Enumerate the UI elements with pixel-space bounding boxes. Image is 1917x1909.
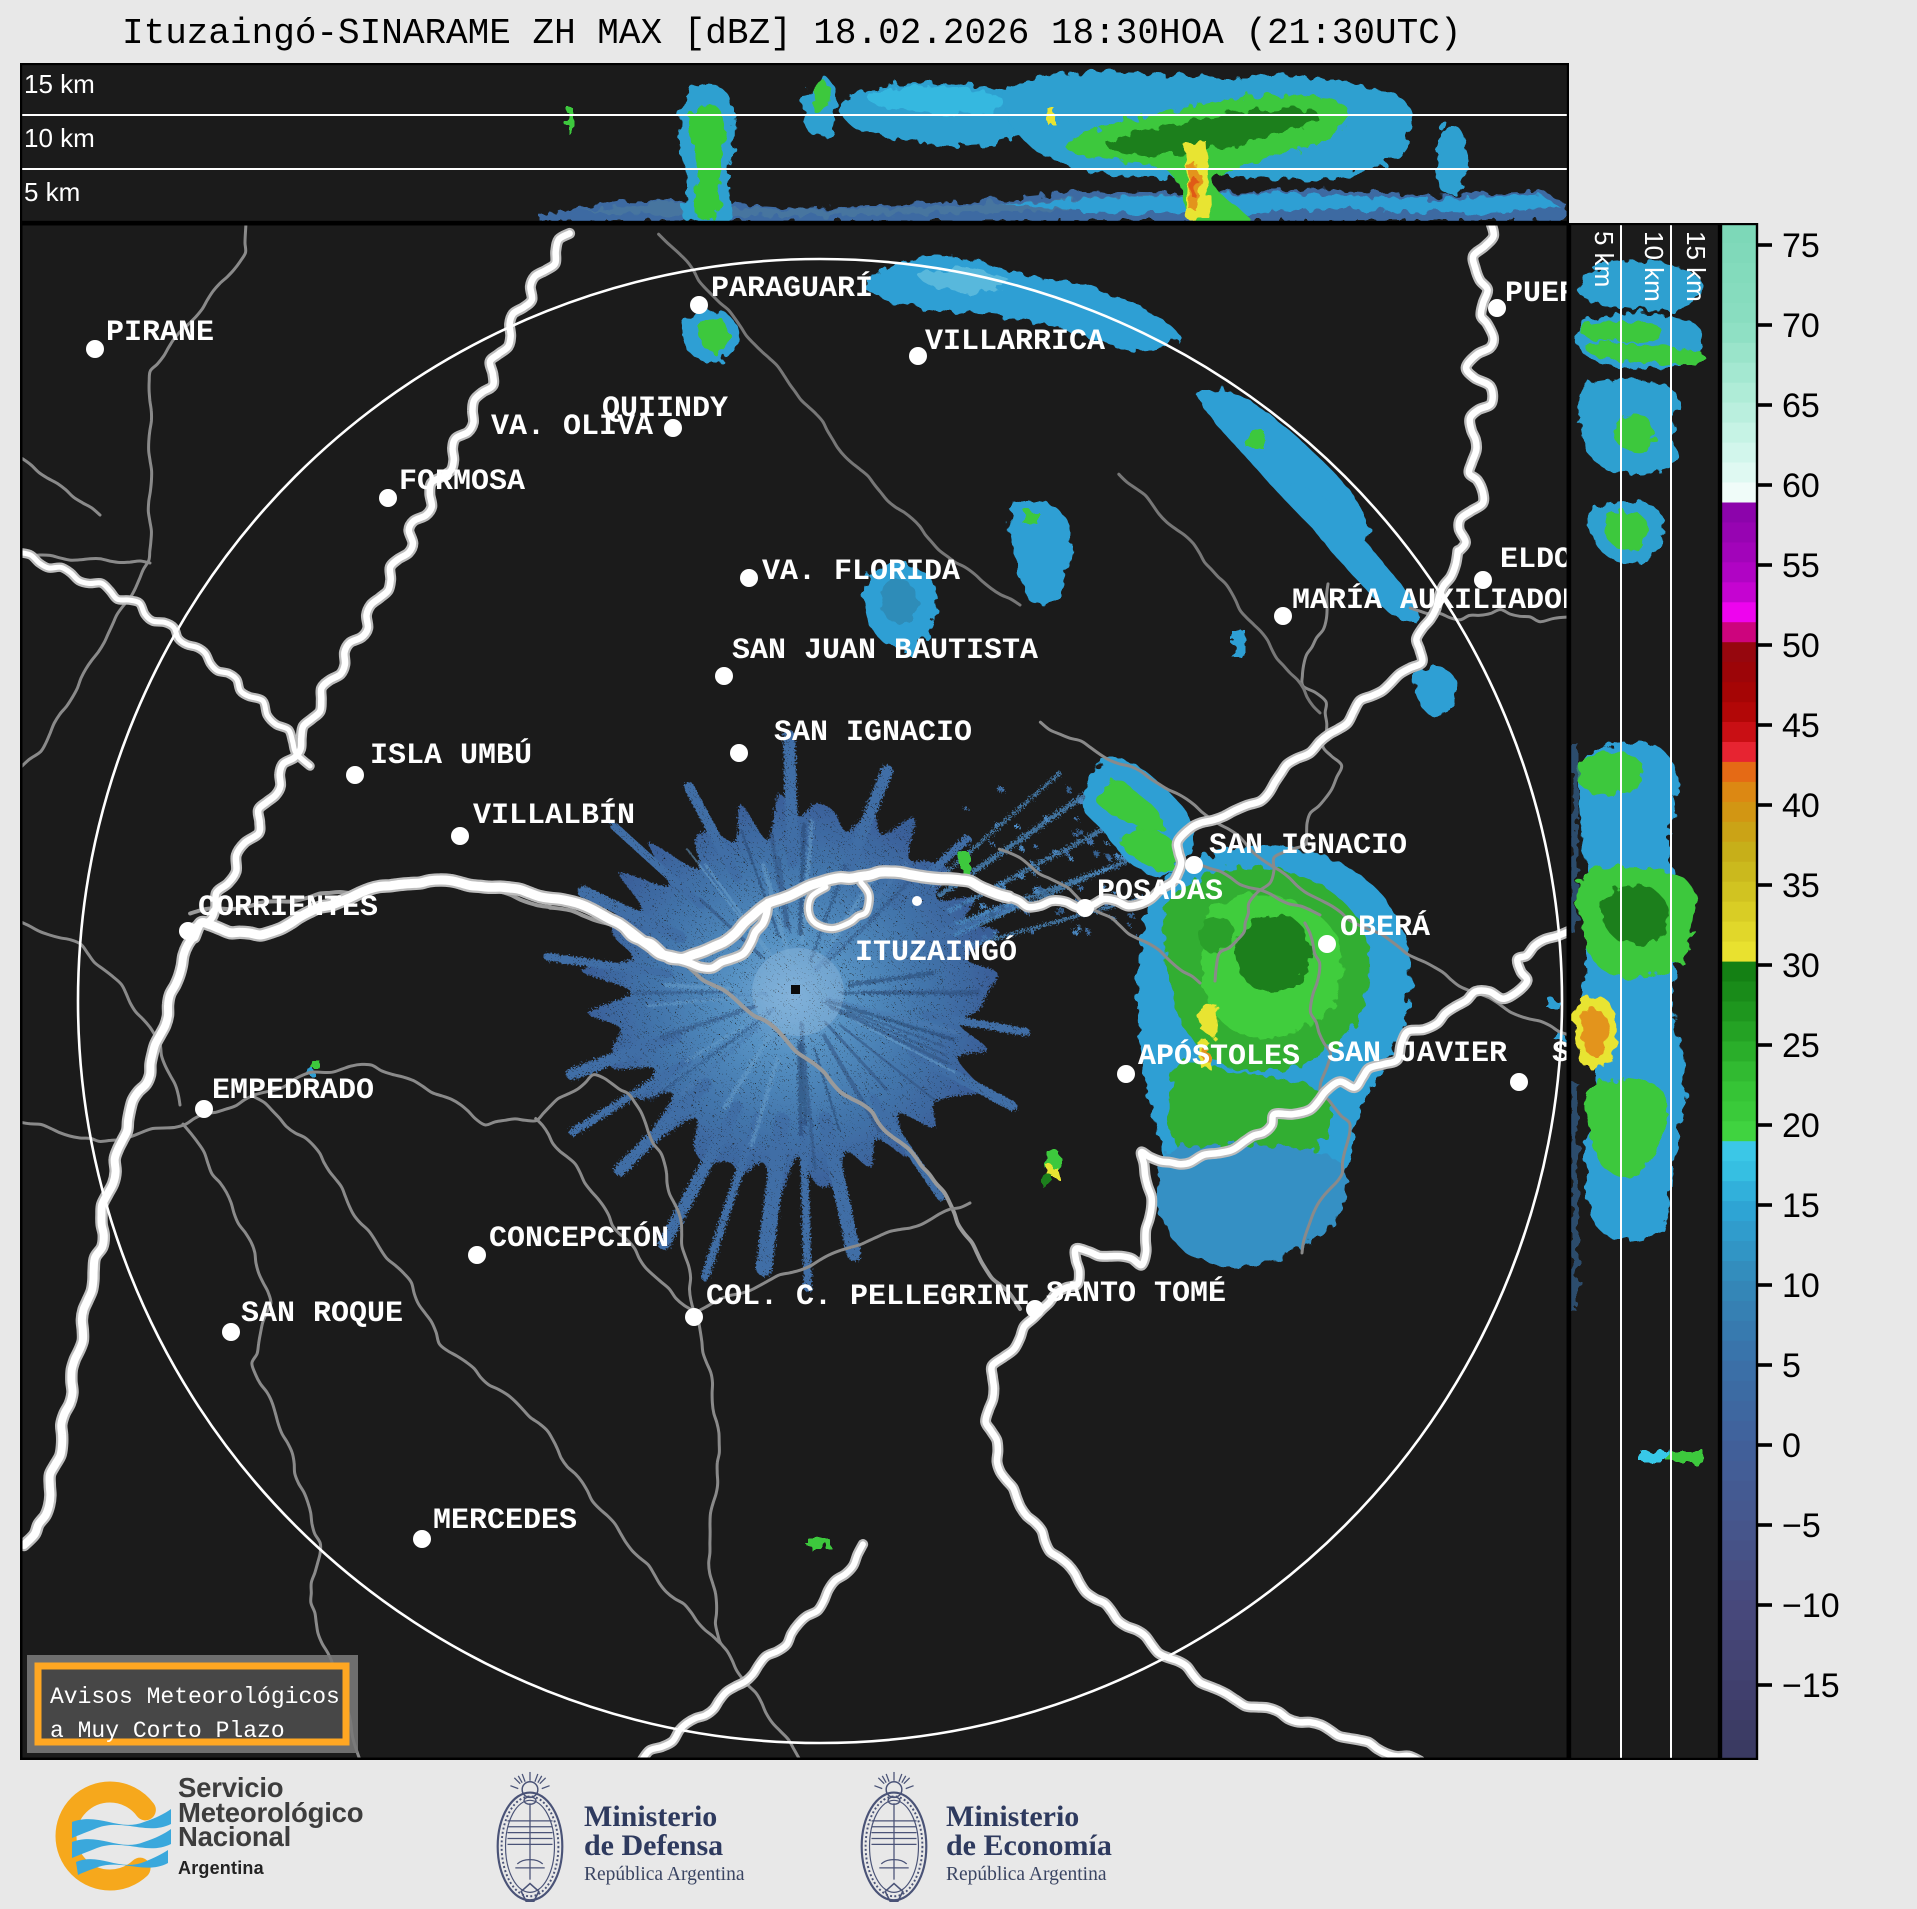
svg-text:−5: −5 bbox=[1782, 1507, 1821, 1545]
svg-text:CONCEPCIÓN: CONCEPCIÓN bbox=[489, 1221, 669, 1256]
svg-text:60: 60 bbox=[1782, 467, 1820, 505]
svg-text:ITUZAINGÓ: ITUZAINGÓ bbox=[855, 935, 1017, 970]
svg-text:VA. FLORIDA: VA. FLORIDA bbox=[762, 555, 960, 589]
svg-text:SAN JAVIER: SAN JAVIER bbox=[1327, 1037, 1507, 1071]
svg-text:OBERÁ: OBERÁ bbox=[1340, 910, 1430, 945]
svg-text:VILLALBÍN: VILLALBÍN bbox=[473, 798, 635, 833]
svg-text:15 km: 15 km bbox=[24, 69, 95, 99]
svg-text:40: 40 bbox=[1782, 787, 1820, 825]
svg-text:50: 50 bbox=[1782, 627, 1820, 665]
svg-text:PUERTO: PUERTO bbox=[1505, 277, 1569, 311]
svg-text:5 km: 5 km bbox=[1589, 231, 1619, 287]
svg-text:−15: −15 bbox=[1782, 1667, 1840, 1705]
svg-text:EMPEDRADO: EMPEDRADO bbox=[212, 1074, 374, 1108]
svg-text:10: 10 bbox=[1782, 1267, 1820, 1305]
svg-text:APÓSTOLES: APÓSTOLES bbox=[1138, 1039, 1300, 1074]
svg-text:Avisos Meteorológicos: Avisos Meteorológicos bbox=[50, 1684, 340, 1710]
svg-text:30: 30 bbox=[1782, 947, 1820, 985]
svg-text:CORRIENTES: CORRIENTES bbox=[198, 891, 378, 925]
svg-text:SAN IGNACIO: SAN IGNACIO bbox=[774, 716, 972, 750]
svg-text:70: 70 bbox=[1782, 307, 1820, 345]
svg-text:ISLA UMBÚ: ISLA UMBÚ bbox=[370, 738, 532, 773]
svg-text:a Muy Corto Plazo: a Muy Corto Plazo bbox=[50, 1718, 285, 1744]
svg-text:65: 65 bbox=[1782, 387, 1820, 425]
svg-text:MARÍA AUXILIADORA: MARÍA AUXILIADORA bbox=[1292, 583, 1569, 618]
svg-text:VILLARRICA: VILLARRICA bbox=[925, 325, 1105, 359]
svg-text:PARAGUARÍ: PARAGUARÍ bbox=[711, 271, 873, 306]
svg-text:5: 5 bbox=[1782, 1347, 1801, 1385]
svg-text:25: 25 bbox=[1782, 1027, 1820, 1065]
svg-text:ELDORADO: ELDORADO bbox=[1500, 543, 1569, 577]
svg-text:SANTO TOMÉ: SANTO TOMÉ bbox=[1046, 1276, 1226, 1311]
svg-text:15: 15 bbox=[1782, 1187, 1820, 1225]
svg-text:10 km: 10 km bbox=[1639, 231, 1669, 302]
svg-text:75: 75 bbox=[1782, 227, 1820, 265]
svg-text:35: 35 bbox=[1782, 867, 1820, 905]
svg-text:5 km: 5 km bbox=[24, 177, 80, 207]
svg-text:SA: SA bbox=[1552, 1037, 1569, 1071]
svg-text:45: 45 bbox=[1782, 707, 1820, 745]
svg-text:MERCEDES: MERCEDES bbox=[433, 1504, 577, 1538]
svg-text:SAN JUAN BAUTISTA: SAN JUAN BAUTISTA bbox=[732, 634, 1038, 668]
svg-text:COL. C. PELLEGRINI: COL. C. PELLEGRINI bbox=[706, 1280, 1030, 1314]
svg-text:15 km: 15 km bbox=[1681, 231, 1711, 302]
svg-text:QUIINDY: QUIINDY bbox=[602, 392, 728, 426]
svg-text:SAN IGNACIO: SAN IGNACIO bbox=[1209, 829, 1407, 863]
svg-text:20: 20 bbox=[1782, 1107, 1820, 1145]
svg-text:SAN ROQUE: SAN ROQUE bbox=[241, 1297, 403, 1331]
svg-text:POSADAS: POSADAS bbox=[1097, 875, 1223, 909]
svg-text:FORMOSA: FORMOSA bbox=[399, 465, 525, 499]
svg-text:10 km: 10 km bbox=[24, 123, 95, 153]
svg-text:−10: −10 bbox=[1782, 1587, 1840, 1625]
svg-text:55: 55 bbox=[1782, 547, 1820, 585]
svg-text:PIRANE: PIRANE bbox=[106, 316, 214, 350]
svg-text:0: 0 bbox=[1782, 1427, 1801, 1465]
svg-text:VA. OLIVA: VA. OLIVA bbox=[491, 410, 653, 444]
